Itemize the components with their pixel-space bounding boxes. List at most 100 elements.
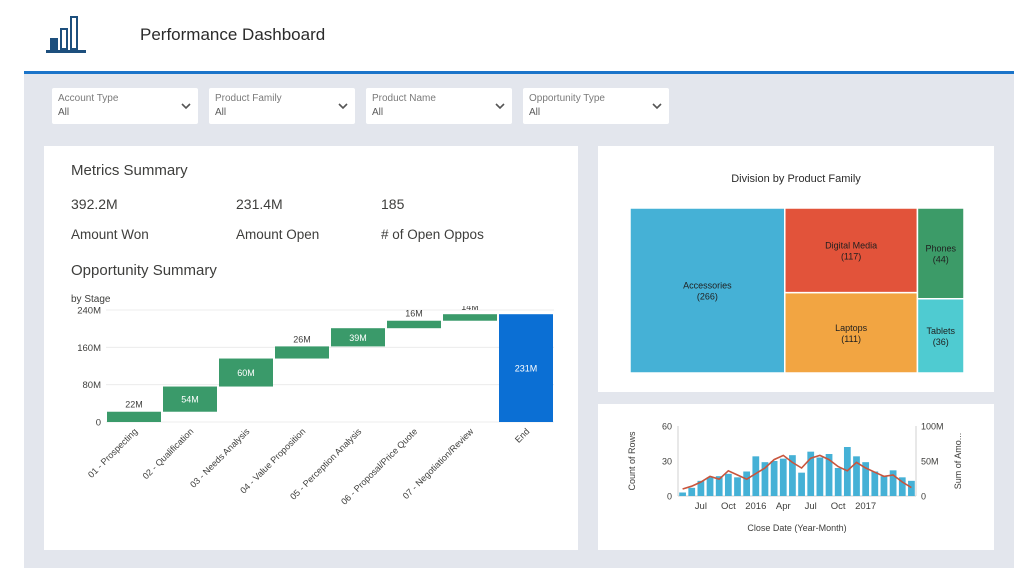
combo-bar — [834, 468, 842, 496]
metric-label-amount-open: Amount Open — [236, 227, 320, 242]
app-header: Performance Dashboard — [24, 0, 1014, 74]
metrics-title: Metrics Summary — [71, 162, 188, 179]
waterfall-bar — [387, 320, 441, 329]
opportunity-title: Opportunity Summary — [71, 262, 217, 279]
filter-label: Product Family — [215, 93, 282, 104]
y-tick-label: 0 — [667, 492, 672, 502]
combo-bar — [898, 477, 906, 496]
filter-product-family[interactable]: Product Family All — [209, 88, 355, 124]
x-tick-label: 2016 — [745, 501, 766, 512]
waterfall-bar — [107, 411, 161, 422]
filter-account-type[interactable]: Account Type All — [52, 88, 198, 124]
combo-bar — [807, 451, 815, 496]
combo-bar — [889, 470, 897, 496]
chevron-down-icon — [652, 103, 662, 110]
y-tick-label: 60 — [662, 422, 672, 432]
filter-label: Opportunity Type — [529, 93, 605, 104]
x-tick-label: Jul — [805, 501, 817, 512]
treemap-cell — [916, 298, 965, 374]
y2-axis-label: Sum of Amo... — [953, 433, 963, 490]
data-label: 16M — [405, 309, 423, 319]
data-label: 54M — [181, 395, 199, 405]
treemap-cell-name: Accessories — [683, 281, 732, 291]
combo-bar — [679, 492, 686, 496]
filter-label: Product Name — [372, 93, 436, 104]
treemap-chart: Accessories(266) Digital Media(117) Laptop… — [629, 207, 965, 374]
treemap-cell-value: (111) — [841, 334, 861, 344]
metric-label-amount-won: Amount Won — [71, 227, 149, 242]
waterfall-bar — [499, 314, 553, 422]
metrics-card: Metrics Summary 392.2M 231.4M 185 Amount… — [44, 146, 578, 550]
treemap-cell-name: Digital Media — [825, 240, 877, 250]
x-tick-label: Jul — [695, 501, 707, 512]
combo-bar — [770, 461, 778, 496]
treemap-cell-name: Phones — [925, 243, 956, 253]
chevron-down-icon — [181, 103, 191, 110]
waterfall-bar — [219, 358, 273, 387]
x-tick-label: Apr — [776, 501, 791, 512]
data-label: 39M — [349, 333, 367, 343]
treemap-cell — [629, 207, 786, 374]
waterfall-bar — [443, 314, 497, 321]
data-label: 22M — [125, 400, 143, 410]
combo-bar — [908, 480, 915, 496]
y2-tick-label: 0 — [921, 492, 926, 502]
filter-value: All — [58, 107, 70, 118]
x-tick-label: 03 - Needs Analysis — [188, 426, 252, 490]
y-tick-label: 80M — [83, 380, 102, 391]
y-tick-label: 0 — [96, 418, 101, 429]
x-tick-label: 01 - Prospecting — [86, 426, 139, 479]
y-tick-label: 30 — [662, 457, 672, 467]
treemap-cell-value: (266) — [697, 292, 718, 302]
treemap-cell-value: (36) — [933, 337, 949, 347]
filter-product-name[interactable]: Product Name All — [366, 88, 512, 124]
y2-tick-label: 100M — [921, 422, 944, 432]
combo-bar — [816, 457, 824, 496]
combo-bar — [871, 471, 879, 496]
metric-value-open-oppos: 185 — [381, 196, 405, 212]
waterfall-bar — [163, 386, 217, 412]
combo-bar — [715, 476, 723, 496]
chevron-down-icon — [495, 103, 505, 110]
combo-bar — [853, 456, 860, 496]
combo-bar — [724, 473, 732, 496]
data-label: 14M — [461, 306, 479, 312]
combo-bar — [743, 471, 751, 496]
metric-value-amount-open: 231.4M — [236, 196, 283, 212]
dashboard-canvas: Account Type All Product Family All Prod… — [24, 74, 1014, 568]
opportunity-subtitle: by Stage — [71, 294, 111, 305]
combo-bar — [798, 472, 805, 496]
combo-bar — [825, 454, 833, 496]
y-tick-label: 240M — [77, 306, 101, 317]
treemap-cell — [784, 207, 919, 294]
waterfall-bar — [331, 328, 385, 347]
metric-value-amount-won: 392.2M — [71, 196, 118, 212]
combo-bar — [779, 458, 787, 496]
chevron-down-icon — [338, 103, 348, 110]
x-axis-label: Close Date (Year-Month) — [747, 523, 846, 533]
combo-line — [682, 454, 912, 490]
filter-opportunity-type[interactable]: Opportunity Type All — [523, 88, 669, 124]
combo-bar — [752, 456, 760, 496]
x-tick-label: Oct — [721, 501, 736, 512]
y2-tick-label: 50M — [921, 457, 939, 467]
treemap-card: Division by Product Family Accessories (2… — [598, 146, 994, 392]
treemap-cell-value: (117) — [841, 251, 861, 261]
x-tick-label: Oct — [831, 501, 846, 512]
x-tick-label: 02 - Qualification — [141, 426, 196, 481]
waterfall-bar — [275, 346, 329, 359]
combo-bar — [706, 477, 714, 496]
data-label: 60M — [237, 368, 255, 378]
bar-chart-icon — [46, 16, 86, 53]
combo-chart: 0 30 60 0 50M 100M Jul Oct 2016 Apr Jul Oct 2017 Clos… — [627, 422, 963, 534]
y-tick-label: 160M — [77, 343, 101, 354]
combo-bar — [734, 477, 741, 496]
data-label: 231M — [515, 364, 538, 374]
combo-bar — [761, 462, 769, 496]
x-tick-label: End — [513, 426, 531, 444]
filter-value: All — [372, 107, 384, 118]
filter-value: All — [215, 107, 227, 118]
treemap-title: Division by Product Family — [731, 173, 861, 185]
treemap-cell-value: (44) — [933, 254, 949, 264]
combo-bar — [880, 476, 888, 496]
